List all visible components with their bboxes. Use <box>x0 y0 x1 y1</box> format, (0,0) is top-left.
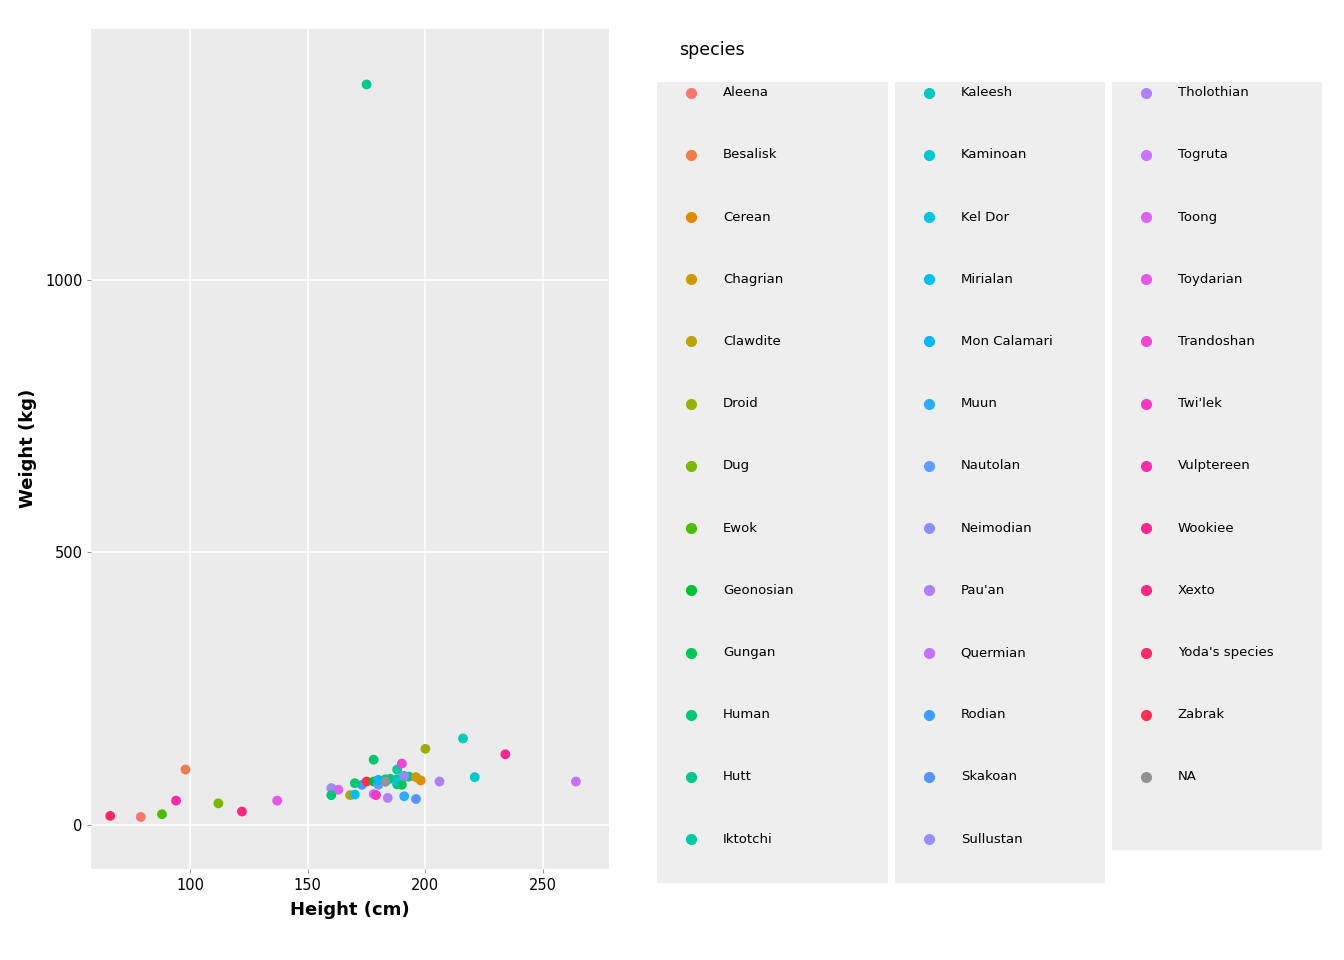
Point <box>367 772 390 787</box>
Text: Xexto: Xexto <box>1177 584 1215 597</box>
Text: Mirialan: Mirialan <box>961 273 1013 286</box>
Text: Zabrak: Zabrak <box>1177 708 1224 721</box>
Text: NA: NA <box>1177 771 1196 783</box>
Text: Toydarian: Toydarian <box>1177 273 1242 286</box>
Text: Muun: Muun <box>961 397 997 410</box>
Point <box>386 777 407 792</box>
Text: Hutt: Hutt <box>723 771 753 783</box>
X-axis label: Height (cm): Height (cm) <box>290 901 410 919</box>
Point <box>394 768 415 783</box>
Point <box>130 809 152 825</box>
Point <box>175 762 196 778</box>
Text: Tholothian: Tholothian <box>1177 86 1249 99</box>
Point <box>231 804 253 819</box>
Point <box>320 787 341 803</box>
Point <box>391 778 413 793</box>
Point <box>266 793 288 808</box>
Point <box>386 772 407 787</box>
Text: Toong: Toong <box>1177 210 1216 224</box>
Text: Pau'an: Pau'an <box>961 584 1005 597</box>
Bar <box>1111 83 1322 850</box>
Bar <box>657 83 888 912</box>
Point <box>339 787 360 803</box>
Text: Neimodian: Neimodian <box>961 521 1032 535</box>
Point <box>464 770 485 785</box>
Text: Vulptereen: Vulptereen <box>1177 460 1251 472</box>
Text: Iktotchi: Iktotchi <box>723 832 773 846</box>
Point <box>405 770 426 785</box>
Text: Besalisk: Besalisk <box>723 149 778 161</box>
Point <box>151 806 172 822</box>
Point <box>356 774 378 789</box>
Point <box>363 786 384 802</box>
Point <box>386 762 407 778</box>
Point <box>207 796 228 811</box>
Point <box>386 774 407 789</box>
Text: Human: Human <box>723 708 771 721</box>
Point <box>344 787 366 803</box>
Point <box>363 752 384 767</box>
Point <box>414 741 435 756</box>
Point <box>375 774 396 789</box>
Text: Twi'lek: Twi'lek <box>1177 397 1222 410</box>
Bar <box>895 83 1105 912</box>
Text: Sullustan: Sullustan <box>961 832 1023 846</box>
Point <box>351 778 372 793</box>
Text: Mon Calamari: Mon Calamari <box>961 335 1052 348</box>
Text: Clawdite: Clawdite <box>723 335 781 348</box>
Text: Chagrian: Chagrian <box>723 273 784 286</box>
Point <box>367 778 390 793</box>
Text: Rodian: Rodian <box>961 708 1007 721</box>
Point <box>367 775 390 790</box>
Point <box>165 793 187 808</box>
Point <box>320 780 341 796</box>
Point <box>328 782 349 798</box>
Point <box>366 787 387 803</box>
Point <box>410 773 431 788</box>
Text: Togruta: Togruta <box>1177 149 1227 161</box>
Point <box>356 77 378 92</box>
Point <box>564 774 586 789</box>
Point <box>391 771 413 786</box>
Point <box>394 768 415 783</box>
Text: species: species <box>679 41 745 59</box>
Point <box>391 756 413 771</box>
Text: Geonosian: Geonosian <box>723 584 793 597</box>
Point <box>452 731 473 746</box>
Point <box>398 769 419 784</box>
Text: Dug: Dug <box>723 460 750 472</box>
Text: Trandoshan: Trandoshan <box>1177 335 1255 348</box>
Text: Kaleesh: Kaleesh <box>961 86 1013 99</box>
Point <box>99 808 121 824</box>
Text: Cerean: Cerean <box>723 210 770 224</box>
Text: Yoda's species: Yoda's species <box>1177 646 1274 659</box>
Point <box>376 790 398 805</box>
Point <box>363 774 384 789</box>
Text: Ewok: Ewok <box>723 521 758 535</box>
Point <box>394 788 415 804</box>
Point <box>379 771 401 786</box>
Text: Quermian: Quermian <box>961 646 1027 659</box>
Point <box>495 747 516 762</box>
Text: Droid: Droid <box>723 397 759 410</box>
Text: Kaminoan: Kaminoan <box>961 149 1027 161</box>
Y-axis label: Weight (kg): Weight (kg) <box>19 389 36 509</box>
Point <box>375 772 396 787</box>
Text: Kel Dor: Kel Dor <box>961 210 1008 224</box>
Text: Nautolan: Nautolan <box>961 460 1021 472</box>
Text: Wookiee: Wookiee <box>1177 521 1235 535</box>
Point <box>344 776 366 791</box>
Point <box>375 774 396 789</box>
Text: Skakoan: Skakoan <box>961 771 1016 783</box>
Point <box>405 791 426 806</box>
Text: Aleena: Aleena <box>723 86 769 99</box>
Point <box>429 774 450 789</box>
Text: Gungan: Gungan <box>723 646 775 659</box>
